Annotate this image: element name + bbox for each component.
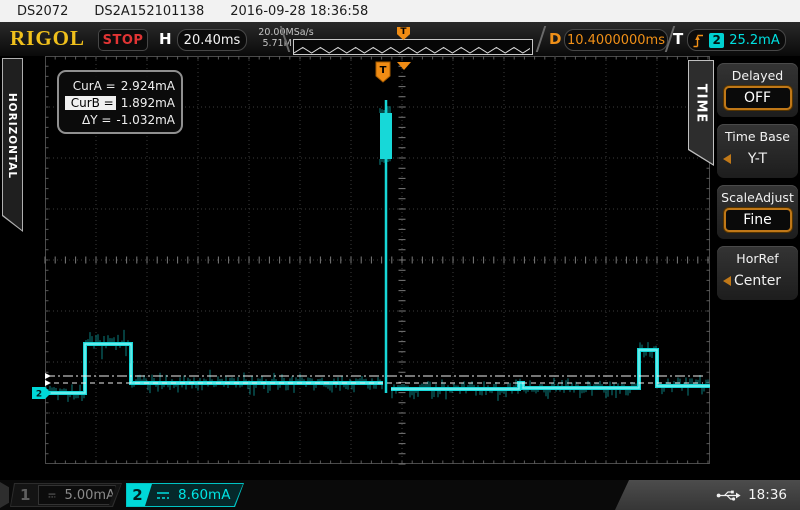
rising-edge-trigger-icon xyxy=(693,34,704,47)
softkey-scale-adjust[interactable]: ScaleAdjust Fine xyxy=(717,185,798,239)
cursor-a-row: CurA = 2.924mA xyxy=(65,77,175,94)
cursor-measurement-box: CurA = 2.924mA CurB = 1.892mA ΔY = -1.03… xyxy=(57,70,183,134)
title-bar: DS2072 DS2A152101138 2016-09-28 18:36:58 xyxy=(0,0,800,22)
run-state-badge: STOP xyxy=(98,29,148,51)
dc-coupling-icon xyxy=(156,491,171,500)
trigger-label: T xyxy=(673,30,684,48)
cursor-delta-name: ΔY = xyxy=(81,112,112,127)
channel-1-number: 1 xyxy=(20,486,31,504)
channel-2-number: 2 xyxy=(127,484,152,506)
trigger-level-value: 25.2mA xyxy=(729,32,780,48)
softkey-horref-label: HorRef xyxy=(736,251,779,266)
waveform-graticule: T2 xyxy=(32,56,710,465)
clock-text: 18:36 xyxy=(748,487,787,503)
softkey-horref[interactable]: HorRef Center xyxy=(717,246,798,300)
softkey-horref-value: Center xyxy=(733,273,782,289)
trigger-delay-value: 10.4000000ms xyxy=(564,29,668,51)
channel-2-status[interactable]: 2 8.60mA xyxy=(126,483,244,507)
softkey-menu-panel: Delayed OFF Time Base Y-T ScaleAdjust Fi… xyxy=(715,56,800,480)
softkey-delayed[interactable]: Delayed OFF xyxy=(717,63,798,117)
sample-rate: 20.00MSa/s xyxy=(258,27,314,38)
header-divider xyxy=(535,26,547,52)
softkey-delayed-label: Delayed xyxy=(731,68,784,83)
channel-1-status[interactable]: 1 5.00mA xyxy=(10,483,122,507)
model-name: DS2072 xyxy=(17,3,69,19)
channel-1-scale: 5.00mA xyxy=(64,487,115,503)
status-header: RIGOL STOP H 20.40ms 20.00MSa/s 5.71M pt… xyxy=(0,22,800,56)
channel-2-scale: 8.60mA xyxy=(178,487,231,503)
trigger-info-badge: 2 25.2mA xyxy=(687,29,786,51)
serial-number: DS2A152101138 xyxy=(94,3,205,19)
system-tray: 18:36 xyxy=(615,480,800,510)
channel-status-bar: 1 5.00mA 2 8.60mA xyxy=(0,480,800,510)
cursor-delta-row: ΔY = -1.032mA xyxy=(65,111,175,128)
trigger-source-channel-chip: 2 xyxy=(709,32,725,48)
svg-text:T: T xyxy=(380,65,387,76)
corner-notch xyxy=(0,482,9,508)
cursor-a-value: 2.924mA xyxy=(120,78,175,93)
waveform-overview-strip[interactable] xyxy=(293,39,533,55)
cursor-b-row: CurB = 1.892mA xyxy=(65,94,175,111)
dc-coupling-icon xyxy=(48,491,56,500)
cursor-delta-value: -1.032mA xyxy=(116,112,175,127)
cursor-b-value: 1.892mA xyxy=(120,95,175,110)
softkey-scale-adjust-label: ScaleAdjust xyxy=(721,190,794,205)
overview-wave-icon xyxy=(293,46,532,54)
svg-text:2: 2 xyxy=(36,390,42,400)
tab-time-menu[interactable]: TIME xyxy=(688,60,714,166)
datetime-text: 2016-09-28 18:36:58 xyxy=(230,3,369,19)
time-tab-label: TIME xyxy=(693,83,709,124)
tab-horizontal-menu[interactable]: HORIZONTAL xyxy=(2,58,23,232)
horizontal-tab-label: HORIZONTAL xyxy=(6,92,19,179)
delay-label: D xyxy=(549,30,562,48)
cursor-b-name: CurB = xyxy=(65,95,116,110)
rigol-logo: RIGOL xyxy=(10,26,86,50)
softkey-time-base-value: Y-T xyxy=(747,151,768,167)
usb-icon xyxy=(716,490,741,501)
softkey-scale-adjust-value: Fine xyxy=(723,208,792,232)
timebase-value: 20.40ms xyxy=(177,29,247,51)
left-triangle-icon xyxy=(723,276,731,286)
cursor-a-name: CurA = xyxy=(72,78,116,93)
softkey-delayed-value: OFF xyxy=(723,86,792,110)
softkey-time-base[interactable]: Time Base Y-T xyxy=(717,124,798,178)
trigger-position-flag-icon[interactable]: T xyxy=(397,27,410,40)
left-triangle-icon xyxy=(723,154,731,164)
horizontal-label: H xyxy=(159,30,172,48)
softkey-time-base-label: Time Base xyxy=(724,129,790,144)
